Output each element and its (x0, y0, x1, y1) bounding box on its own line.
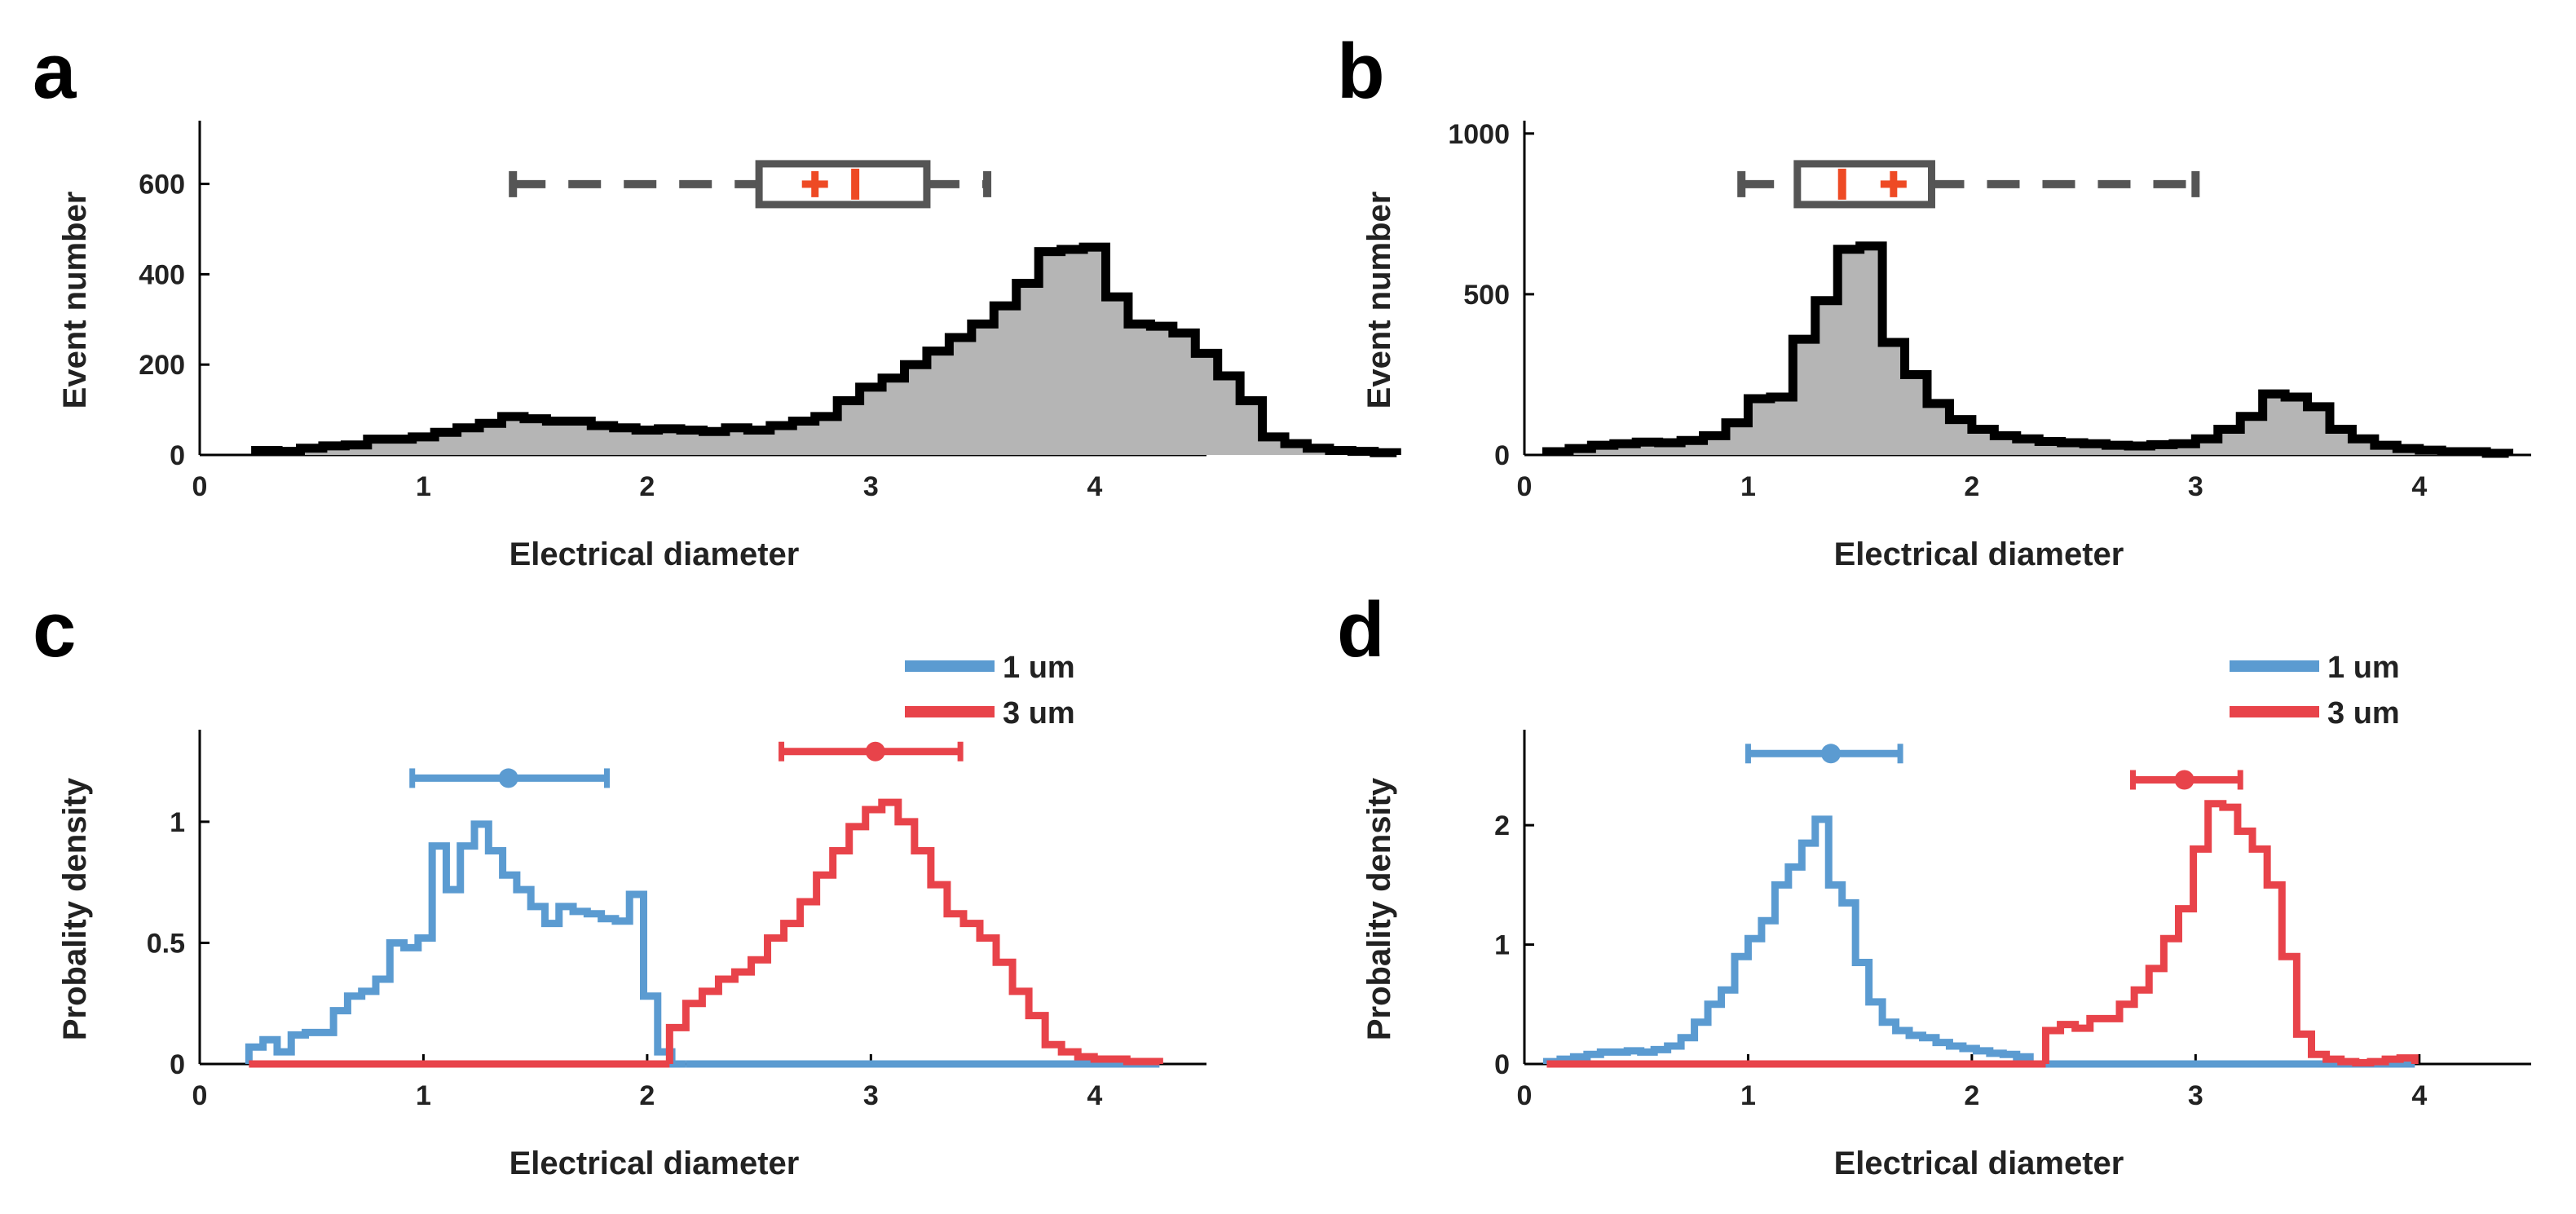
panel-b: b 0 1 2 3 4 0 500 1000 Electrical diameter Event n… (1337, 28, 2531, 572)
errorbar-mean-point (2174, 770, 2194, 790)
x-tick-label: 3 (863, 1080, 879, 1111)
x-axis-label: Electrical diameter (1834, 536, 2124, 572)
series-line-1-um (1542, 815, 2034, 1066)
x-axis-label: Electrical diameter (509, 1146, 800, 1181)
y-tick-label: 0 (1494, 440, 1510, 471)
x-axis-label: Electrical diameter (509, 536, 800, 572)
y-axis-label: Probality density (57, 777, 93, 1040)
x-tick-label: 0 (192, 471, 208, 502)
x-tick-label: 0 (1517, 1080, 1533, 1111)
panel-letter: b (1337, 28, 1385, 115)
x-tick-label: 4 (2411, 471, 2427, 502)
boxplot-box (755, 160, 931, 209)
x-tick-label: 2 (1964, 1080, 1979, 1111)
y-tick-label: 0 (170, 440, 185, 471)
panel-letter: d (1337, 586, 1385, 673)
y-tick-label: 600 (139, 170, 185, 201)
x-tick-label: 2 (1964, 471, 1979, 502)
x-tick-label: 1 (416, 1080, 431, 1111)
y-tick-label: 0.5 (147, 928, 185, 959)
legend-label: 3 um (2327, 696, 2400, 731)
errorbar-mean-point (498, 768, 518, 788)
y-tick-label: 400 (139, 259, 185, 290)
x-tick-label: 3 (863, 471, 879, 502)
y-tick-label: 1 (1494, 930, 1510, 961)
x-tick-label: 4 (2411, 1080, 2427, 1111)
y-tick-label: 200 (139, 350, 185, 381)
x-tick-label: 1 (416, 471, 431, 502)
x-axis-label: Electrical diameter (1834, 1146, 2124, 1181)
y-tick-label: 1 (170, 807, 185, 838)
x-tick-label: 0 (1517, 471, 1533, 502)
y-tick-label: 0 (170, 1049, 185, 1080)
legend-label: 3 um (1003, 696, 1075, 731)
errorbar-mean-point (865, 741, 885, 762)
x-tick-label: 4 (1087, 1080, 1102, 1111)
y-tick-label: 0 (1494, 1049, 1510, 1080)
y-tick-label: 2 (1494, 810, 1510, 841)
x-tick-label: 2 (639, 1080, 655, 1111)
histogram-outline (1542, 241, 2514, 458)
series-line-3-um (2041, 800, 2419, 1067)
x-tick-label: 0 (192, 1080, 208, 1111)
series-line-1-um (245, 820, 686, 1068)
x-tick-label: 2 (639, 471, 655, 502)
x-tick-label: 3 (2188, 1080, 2203, 1111)
errorbar-mean-point (1820, 744, 1841, 764)
y-axis-label: Event number (1361, 192, 1397, 409)
panel-letter: a (33, 28, 77, 115)
y-tick-label: 1000 (1448, 119, 1510, 150)
y-axis-label: Event number (57, 192, 93, 409)
panel-c: c 0 1 2 3 4 0 0.5 1 Electrical diameter Probality … (33, 586, 1206, 1181)
histogram-fill (1546, 245, 2509, 455)
panel-a: a 0 1 2 3 4 0 200 400 600 Electrical diameter Event… (33, 28, 1401, 572)
series-line-3-um (665, 798, 1163, 1066)
legend-label: 1 um (2327, 651, 2400, 685)
x-tick-label: 3 (2188, 471, 2203, 502)
boxplot-box (1793, 160, 1935, 209)
x-tick-label: 1 (1740, 471, 1756, 502)
legend-label: 1 um (1003, 651, 1075, 685)
histogram-outline (251, 242, 1401, 457)
panel-d: d 0 1 2 3 4 0 1 2 Electrical diameter Probality de… (1337, 586, 2531, 1181)
y-axis-label: Probality density (1361, 777, 1397, 1040)
panel-letter: c (33, 586, 76, 673)
x-tick-label: 4 (1087, 471, 1102, 502)
y-tick-label: 500 (1463, 280, 1510, 311)
x-tick-label: 1 (1740, 1080, 1756, 1111)
